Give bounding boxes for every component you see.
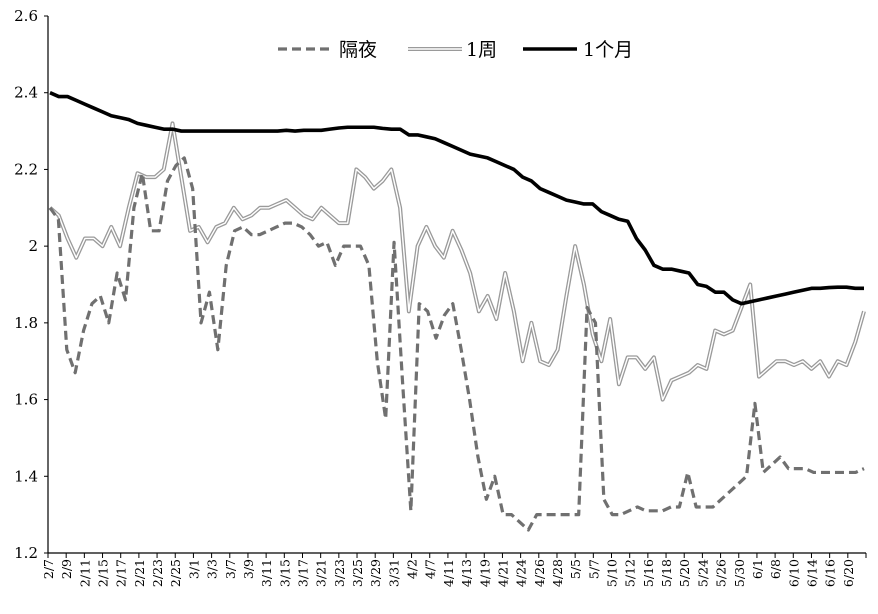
x-axis-ticks: 2/7 2/9 2/11 2/15 2/17 2/21 2/23 2/25 3/1 3/3 3/7 3… [41, 553, 867, 587]
x-tick-label: 2/21 [132, 559, 147, 587]
x-tick-label: 5/5 [568, 559, 583, 579]
x-tick-label: 2/23 [150, 559, 165, 587]
y-tick-label: 2.2 [14, 160, 38, 178]
x-tick-label: 4/11 [441, 559, 456, 587]
x-tick-label: 4/19 [477, 559, 492, 587]
x-tick-label: 5/16 [641, 559, 656, 587]
y-tick-label: 2.4 [14, 84, 38, 102]
x-tick-label: 3/1 [186, 559, 201, 579]
x-tick-label: 3/29 [368, 559, 383, 587]
x-tick-label: 5/30 [732, 559, 747, 587]
x-tick-label: 3/7 [223, 559, 238, 579]
x-tick-label: 2/15 [96, 559, 111, 587]
series-line-1week [48, 121, 866, 402]
x-tick-label: 6/10 [786, 559, 801, 587]
x-tick-label: 4/28 [550, 559, 565, 587]
x-tick-label: 3/11 [259, 559, 274, 587]
x-tick-label: 3/3 [205, 559, 220, 579]
x-tick-label: 6/20 [841, 559, 856, 587]
series-line-1week-core [49, 122, 865, 401]
x-tick-label: 2/11 [77, 559, 92, 587]
y-tick-label: 2.6 [14, 7, 38, 25]
y-tick-label: 1.8 [14, 314, 38, 332]
x-tick-label: 2/17 [114, 559, 129, 587]
series-line-1month [49, 91, 864, 306]
x-tick-label: 3/31 [386, 559, 401, 587]
x-tick-label: 2/7 [41, 559, 56, 579]
legend-label: 隔夜 [339, 39, 377, 61]
y-tick-label: 1.4 [14, 467, 38, 485]
x-tick-label: 5/7 [586, 559, 601, 579]
x-tick-label: 5/24 [695, 559, 710, 587]
x-tick-label: 6/8 [768, 559, 783, 579]
x-tick-label: 3/17 [295, 559, 310, 587]
x-tick-label: 4/2 [405, 559, 420, 579]
legend-label: 1个月 [583, 39, 633, 61]
x-tick-label: 6/1 [750, 559, 765, 579]
y-tick-label: 2 [28, 237, 38, 255]
x-tick-label: 4/21 [495, 559, 510, 587]
series-lines [48, 91, 866, 532]
x-tick-label: 4/7 [423, 559, 438, 579]
x-tick-label: 3/9 [241, 559, 256, 579]
y-axis-ticks: 1.2 1.4 1.6 1.8 2 2.2 2.4 2.6 [14, 7, 48, 562]
x-tick-label: 4/24 [514, 559, 529, 587]
x-tick-label: 6/14 [804, 559, 819, 587]
x-tick-label: 3/25 [350, 559, 365, 587]
x-tick-label: 4/13 [459, 559, 474, 587]
x-tick-label: 3/15 [277, 559, 292, 587]
x-tick-label: 6/16 [823, 559, 838, 587]
x-tick-label: 3/23 [332, 559, 347, 587]
x-tick-label: 5/20 [677, 559, 692, 587]
legend-label: 1周 [466, 39, 497, 61]
x-tick-label: 2/25 [168, 559, 183, 587]
series-line-overnight [48, 156, 865, 532]
x-tick-label: 5/12 [623, 559, 638, 587]
x-tick-label: 2/9 [59, 559, 74, 579]
legend: 隔夜 1周 1个月 [278, 39, 633, 61]
y-tick-label: 1.2 [14, 544, 38, 562]
x-tick-label: 5/26 [714, 559, 729, 587]
x-tick-label: 4/26 [532, 559, 547, 587]
x-tick-label: 3/21 [314, 559, 329, 587]
axes [47, 16, 866, 554]
y-tick-label: 1.6 [14, 391, 38, 409]
x-tick-label: 5/18 [659, 559, 674, 587]
x-tick-label: 5/10 [605, 559, 620, 587]
